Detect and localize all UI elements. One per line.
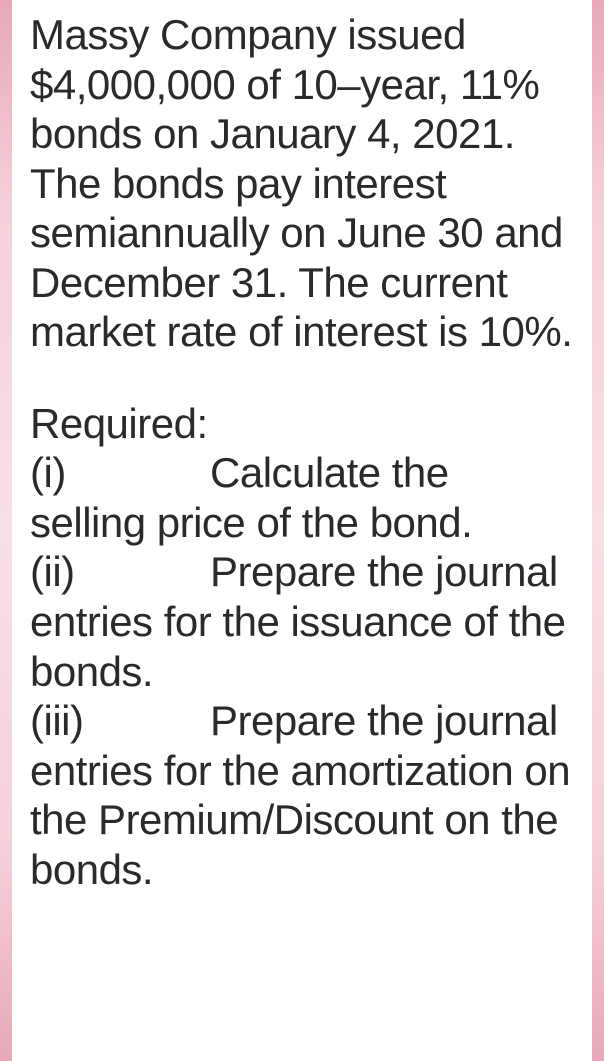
required-item: (i)Calculate the selling price of the bo… <box>30 448 574 547</box>
problem-statement: Massy Company issued $4,000,000 of 10–ye… <box>30 10 574 357</box>
required-item: (ii)Prepare the journal entries for the … <box>30 547 574 696</box>
required-item: (iii)Prepare the journal entries for the… <box>30 696 574 894</box>
roman-numeral: (i) <box>30 448 210 498</box>
roman-numeral: (ii) <box>30 547 210 597</box>
roman-numeral: (iii) <box>30 696 210 746</box>
required-heading: Required: <box>30 399 574 449</box>
document-page: Massy Company issued $4,000,000 of 10–ye… <box>12 0 592 1061</box>
